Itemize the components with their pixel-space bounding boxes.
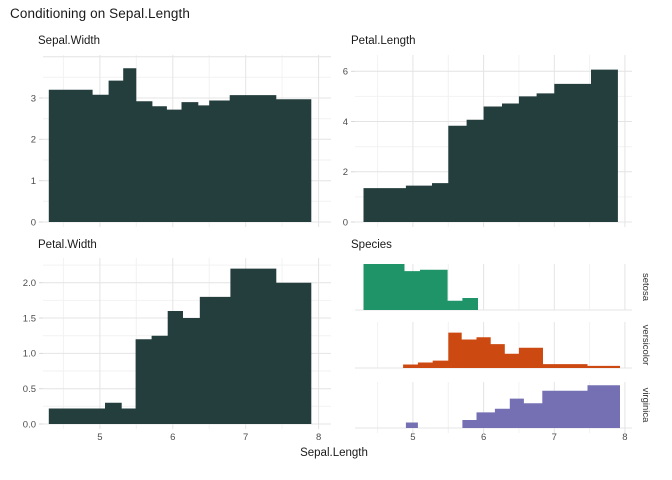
- svg-text:0.0: 0.0: [23, 419, 36, 430]
- svg-text:1.0: 1.0: [23, 349, 36, 360]
- svg-text:6: 6: [481, 432, 486, 443]
- svg-text:setosa: setosa: [640, 273, 651, 302]
- svg-text:1.5: 1.5: [23, 313, 36, 324]
- svg-text:8: 8: [316, 432, 321, 443]
- svg-text:0: 0: [31, 217, 36, 228]
- svg-text:8: 8: [622, 432, 627, 443]
- panel-title-petal-width: Petal.Width: [38, 239, 97, 251]
- svg-text:6: 6: [170, 432, 175, 443]
- svg-text:3: 3: [31, 93, 36, 104]
- panel-title-species: Species: [351, 239, 392, 251]
- x-axis-title: Sepal.Length: [300, 447, 368, 459]
- svg-text:5: 5: [97, 432, 102, 443]
- panel-title-petal-length: Petal.Length: [351, 35, 416, 47]
- svg-text:4: 4: [343, 117, 348, 128]
- svg-text:7: 7: [243, 432, 248, 443]
- svg-text:2.0: 2.0: [23, 278, 36, 289]
- panel-title-sepal-width: Sepal.Width: [38, 35, 101, 47]
- svg-text:virginica: virginica: [640, 388, 651, 424]
- svg-text:1: 1: [31, 176, 36, 187]
- svg-text:0.5: 0.5: [23, 384, 36, 395]
- svg-text:7: 7: [552, 432, 557, 443]
- svg-text:6: 6: [343, 67, 348, 78]
- svg-text:2: 2: [343, 167, 348, 178]
- svg-text:5: 5: [410, 432, 415, 443]
- figure-title: Conditioning on Sepal.Length: [10, 6, 190, 21]
- svg-text:2: 2: [31, 135, 36, 146]
- svg-text:versicolor: versicolor: [640, 325, 651, 366]
- svg-text:0: 0: [343, 217, 348, 228]
